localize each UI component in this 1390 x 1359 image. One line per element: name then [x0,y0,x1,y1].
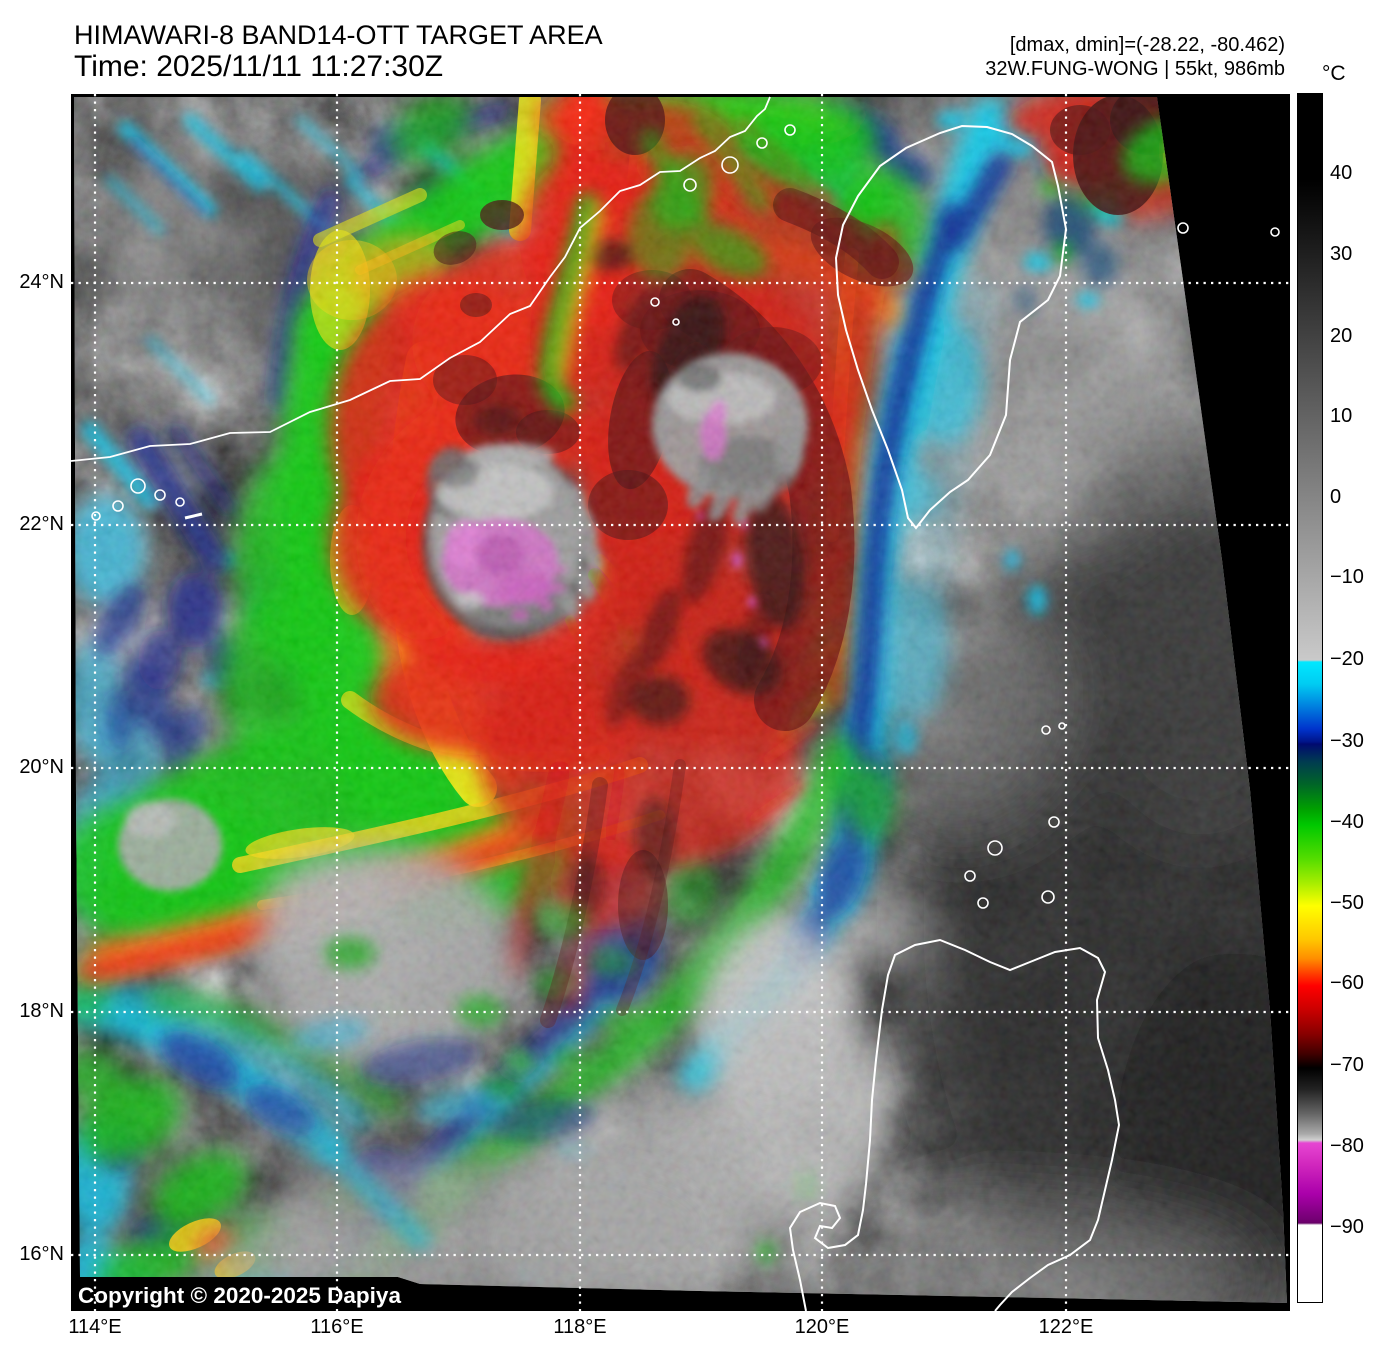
svg-text:Copyright © 2020-2025 Dapiya: Copyright © 2020-2025 Dapiya [78,1283,401,1308]
